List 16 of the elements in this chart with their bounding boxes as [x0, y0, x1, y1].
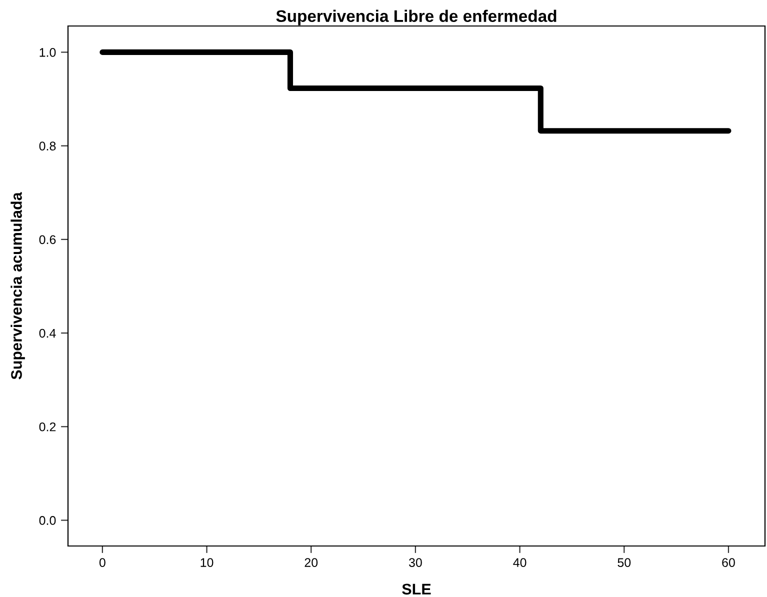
x-tick-label: 10	[200, 558, 214, 567]
x-tick-label: 30	[408, 558, 422, 567]
x-tick-label: 40	[513, 558, 526, 567]
x-tick-label: 0	[99, 558, 106, 567]
y-axis-title: Supervivencia acumulada	[10, 192, 25, 380]
y-tick-label: 0.4	[39, 328, 56, 338]
chart-title: Supervivencia Libre de enfermedad	[276, 10, 556, 26]
x-tick-label: 50	[618, 558, 631, 567]
x-tick-label: 20	[304, 558, 318, 567]
y-tick-label: 0.8	[39, 142, 56, 150]
y-tick-label: 0.0	[39, 516, 56, 525]
x-axis-title: SLE	[402, 584, 431, 595]
y-tick-label: 1.0	[40, 48, 56, 57]
y-tick-label: 0.2	[39, 422, 56, 432]
y-tick-label: 0.6	[39, 235, 56, 244]
x-tick-label: 60	[722, 558, 735, 567]
